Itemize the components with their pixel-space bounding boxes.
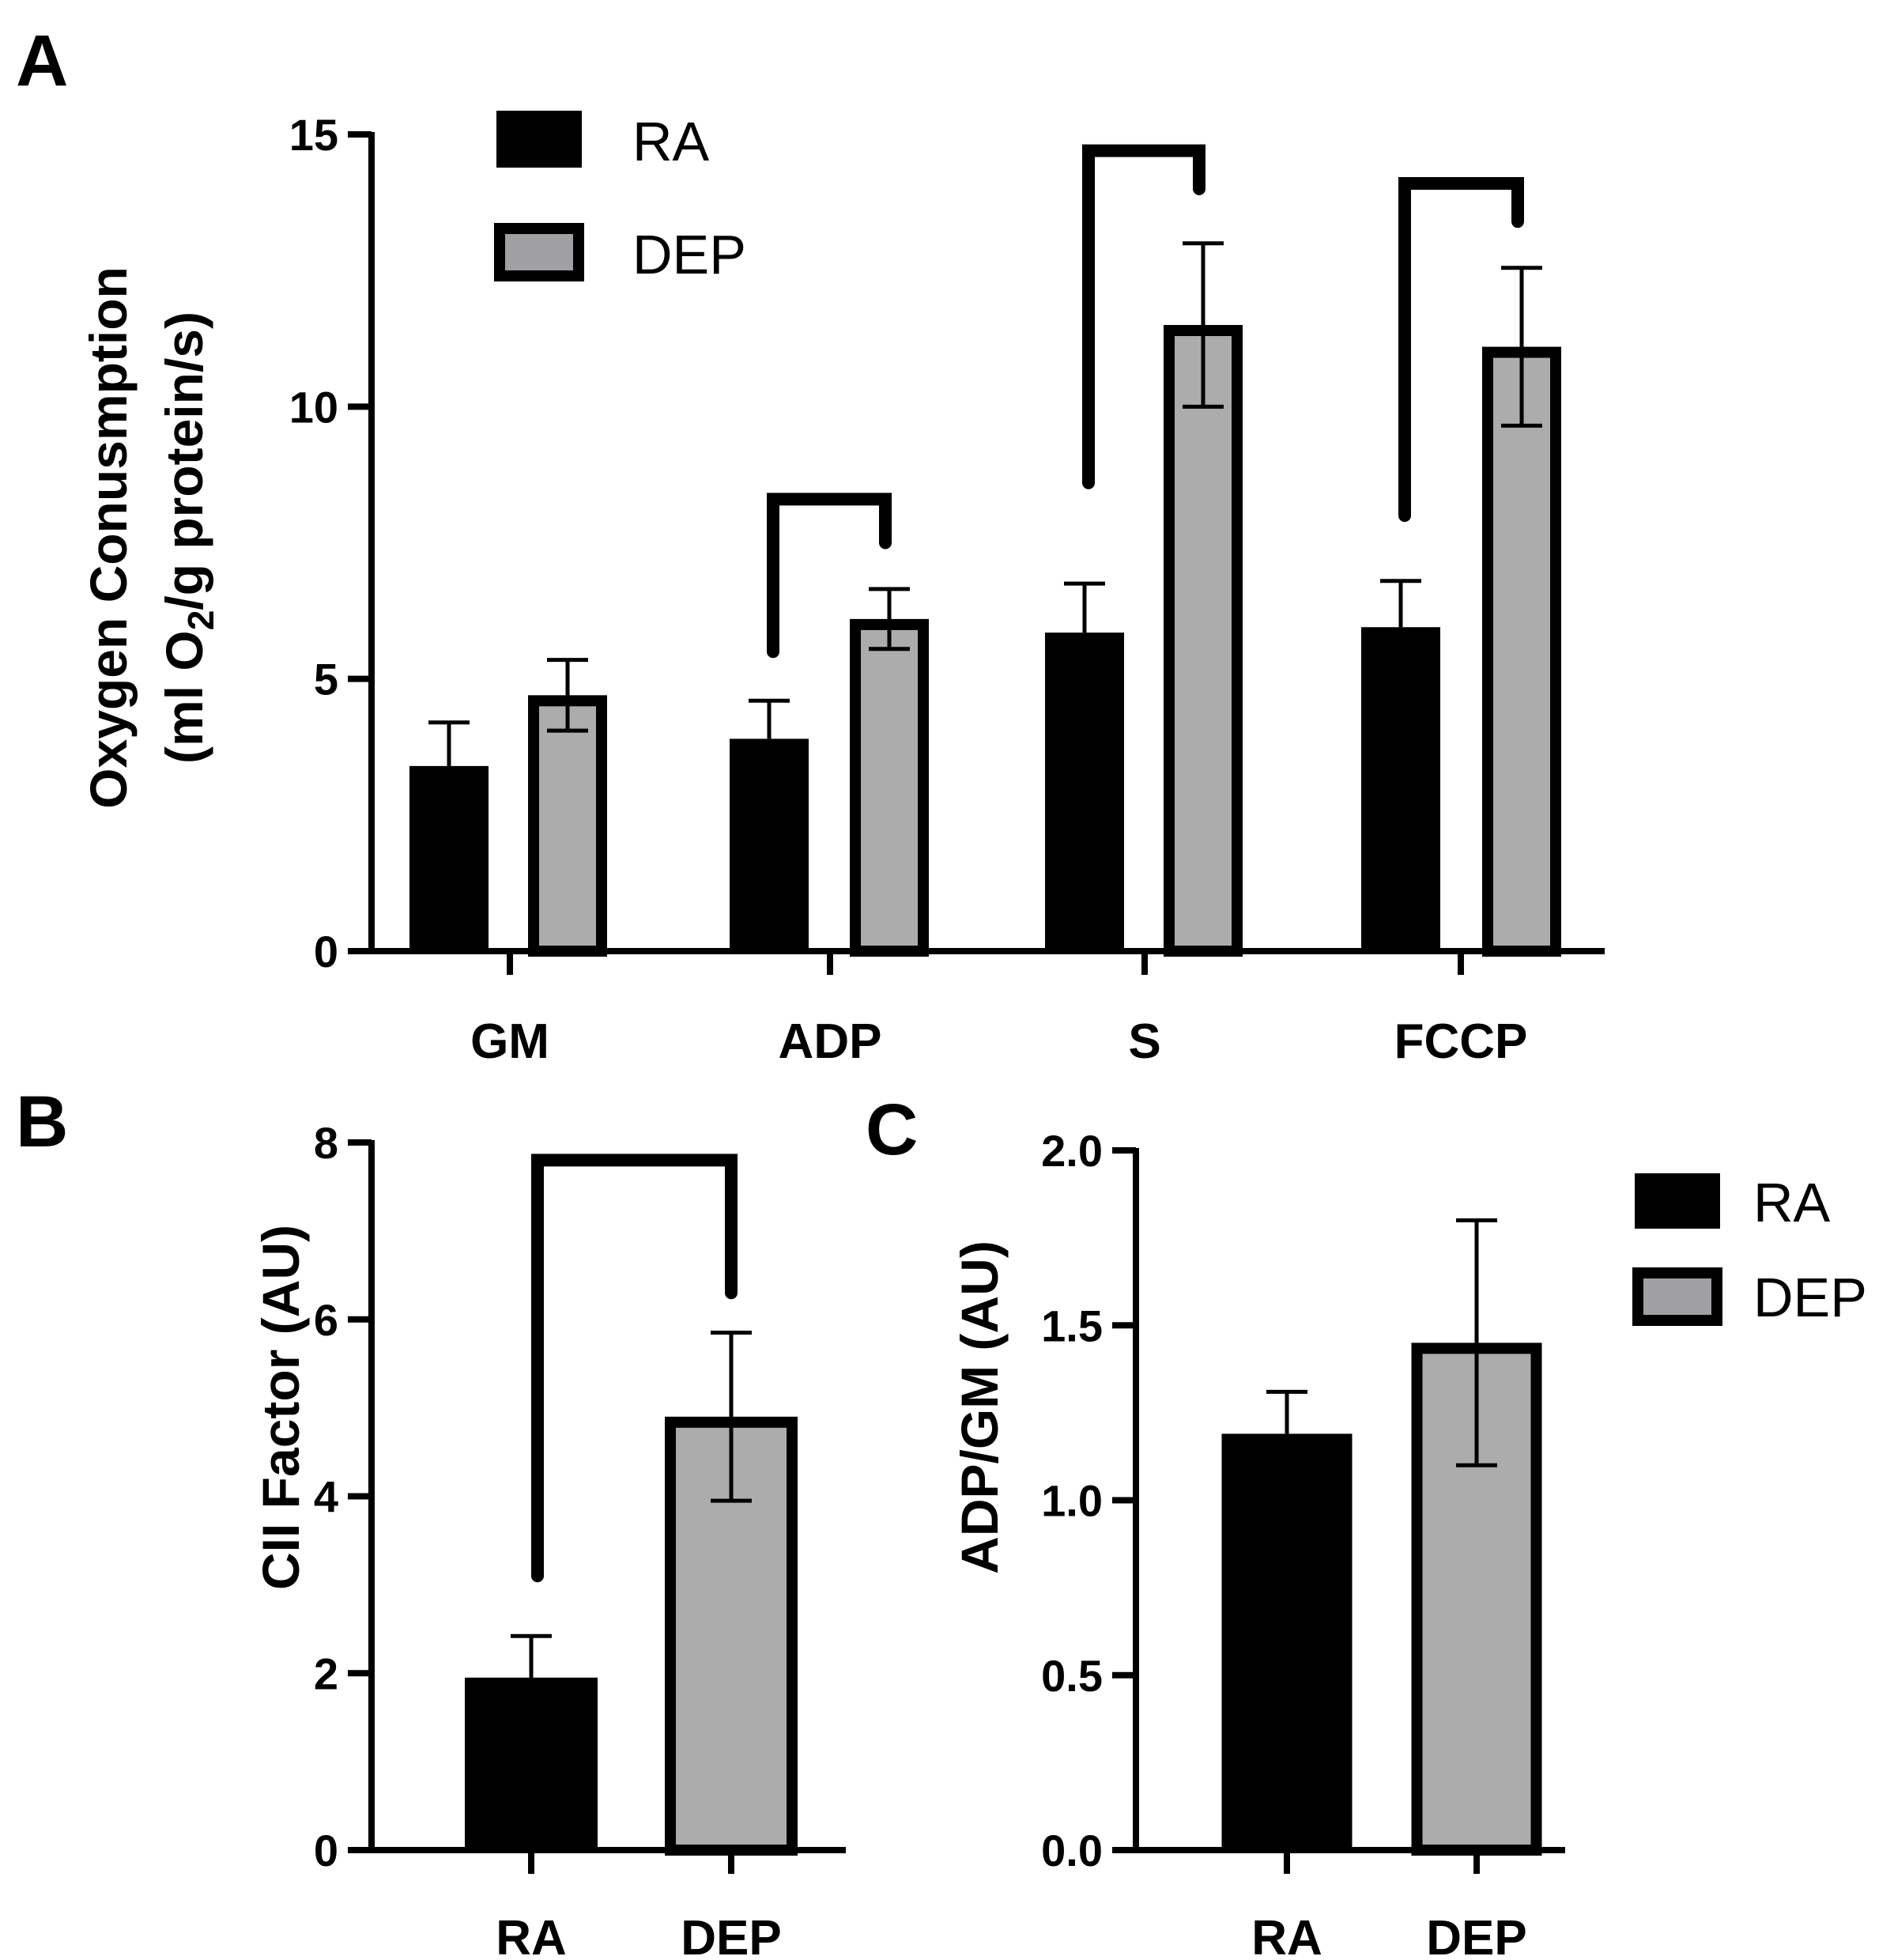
panel-c-y-tick-label: 0.5 (1041, 1651, 1103, 1701)
panel-a-adp-bar-ra (730, 738, 809, 951)
panel-a-legend-label-dep: DEP (632, 224, 746, 285)
panel-a-s-bar-dep (1164, 325, 1243, 957)
panel-a-x-tick-label: ADP (779, 1014, 882, 1069)
panel-a-y-tick-label: 10 (289, 382, 338, 432)
panel-c-y-tick-label: 2.0 (1041, 1126, 1103, 1176)
panel-b-significance-bracket (531, 1154, 738, 1583)
panel-b-y-tick-label: 8 (314, 1118, 338, 1168)
panel-a-y-tick-label: 0 (314, 927, 338, 976)
panel-a-ylabel-post: /g protein/s) (155, 312, 213, 610)
panel-a-y-tick-label: 5 (314, 655, 338, 704)
panel-c-legend-label-dep: DEP (1753, 1267, 1867, 1328)
panel-a-gm-bar-dep (528, 695, 607, 957)
panel-c-legend-swatch-dep (1632, 1267, 1722, 1326)
panel-b-ra-bar-ra (465, 1677, 598, 1850)
panel-letter-c: C (866, 1090, 918, 1170)
panel-c-legend-swatch-ra (1635, 1173, 1720, 1229)
panel-a-ylabel-pre: (ml O (155, 630, 213, 764)
chart-a: 0 5 10 15 GM ADP S FCCP (289, 110, 1605, 1069)
panel-c-legend-label-ra: RA (1753, 1172, 1831, 1233)
panel-a-s-significance-bracket (1082, 144, 1205, 489)
panel-a-x-tick-label: FCCP (1394, 1014, 1528, 1069)
panel-c-x-tick-label: DEP (1426, 1911, 1526, 1960)
panel-a-ylabel-line1: Oxygen Conusmption (79, 266, 138, 809)
panel-a-ylabel-sub: 2 (180, 610, 221, 631)
panel-b-y-tick-label: 6 (314, 1295, 338, 1345)
panel-a-y-tick-label: 15 (289, 110, 338, 160)
panel-a-legend-swatch-ra (496, 111, 582, 168)
panel-c-y-tick-label: 0.0 (1041, 1826, 1103, 1875)
panel-a-legend-swatch-dep (494, 223, 584, 281)
chart-b: 0 2 4 6 8 RA DEP (314, 1118, 846, 1960)
panel-b-ylabel: CII Factor (AU) (251, 1225, 310, 1590)
panel-a-s-bar-ra (1045, 633, 1124, 951)
panel-letter-b: B (16, 1082, 68, 1162)
panel-c-y-tick-label: 1.5 (1041, 1301, 1103, 1350)
panel-b-x-tick-label: DEP (681, 1911, 781, 1960)
panel-c-y-tick-label: 1.0 (1041, 1476, 1103, 1526)
chart-c: 0.0 0.5 1.0 1.5 2.0 RA DEP (1041, 1126, 1565, 1960)
panel-b-y-tick-label: 4 (314, 1472, 338, 1522)
panel-c-ra-bar-ra (1221, 1433, 1353, 1850)
panel-a-fccp-bar-ra (1361, 627, 1440, 951)
panel-a-adp-bar-dep (850, 618, 929, 957)
panel-a-adp-significance-bracket (767, 493, 892, 659)
panel-a-ylabel-line2: (ml O2/g protein/s) (155, 312, 221, 764)
panel-c-x-tick-label: RA (1251, 1911, 1322, 1960)
panel-a-x-tick-label: S (1128, 1014, 1160, 1069)
panel-a-x-tick-label: GM (470, 1014, 549, 1069)
panel-a-gm-bar-ra (409, 765, 489, 951)
panel-a-fccp-significance-bracket (1398, 176, 1524, 523)
panel-letter-a: A (16, 21, 68, 101)
panel-b-y-tick-label: 2 (314, 1648, 338, 1698)
panel-b-y-tick-label: 0 (314, 1826, 338, 1875)
panel-b-x-tick-label: RA (496, 1911, 567, 1960)
panel-c-ylabel: ADP/GM (AU) (950, 1241, 1009, 1574)
panel-a-fccp-bar-dep (1482, 346, 1561, 957)
panel-a-legend-label-ra: RA (632, 111, 710, 172)
